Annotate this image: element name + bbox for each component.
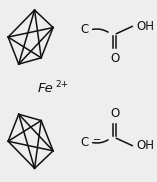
Text: 2+: 2+ (56, 80, 69, 89)
Text: O: O (110, 107, 119, 120)
Text: O: O (110, 52, 119, 65)
Text: Fe: Fe (38, 82, 53, 95)
Text: OH: OH (136, 139, 154, 152)
Text: −: − (92, 135, 101, 145)
Text: C: C (81, 23, 89, 36)
Text: OH: OH (136, 20, 154, 33)
Text: C: C (81, 136, 89, 149)
